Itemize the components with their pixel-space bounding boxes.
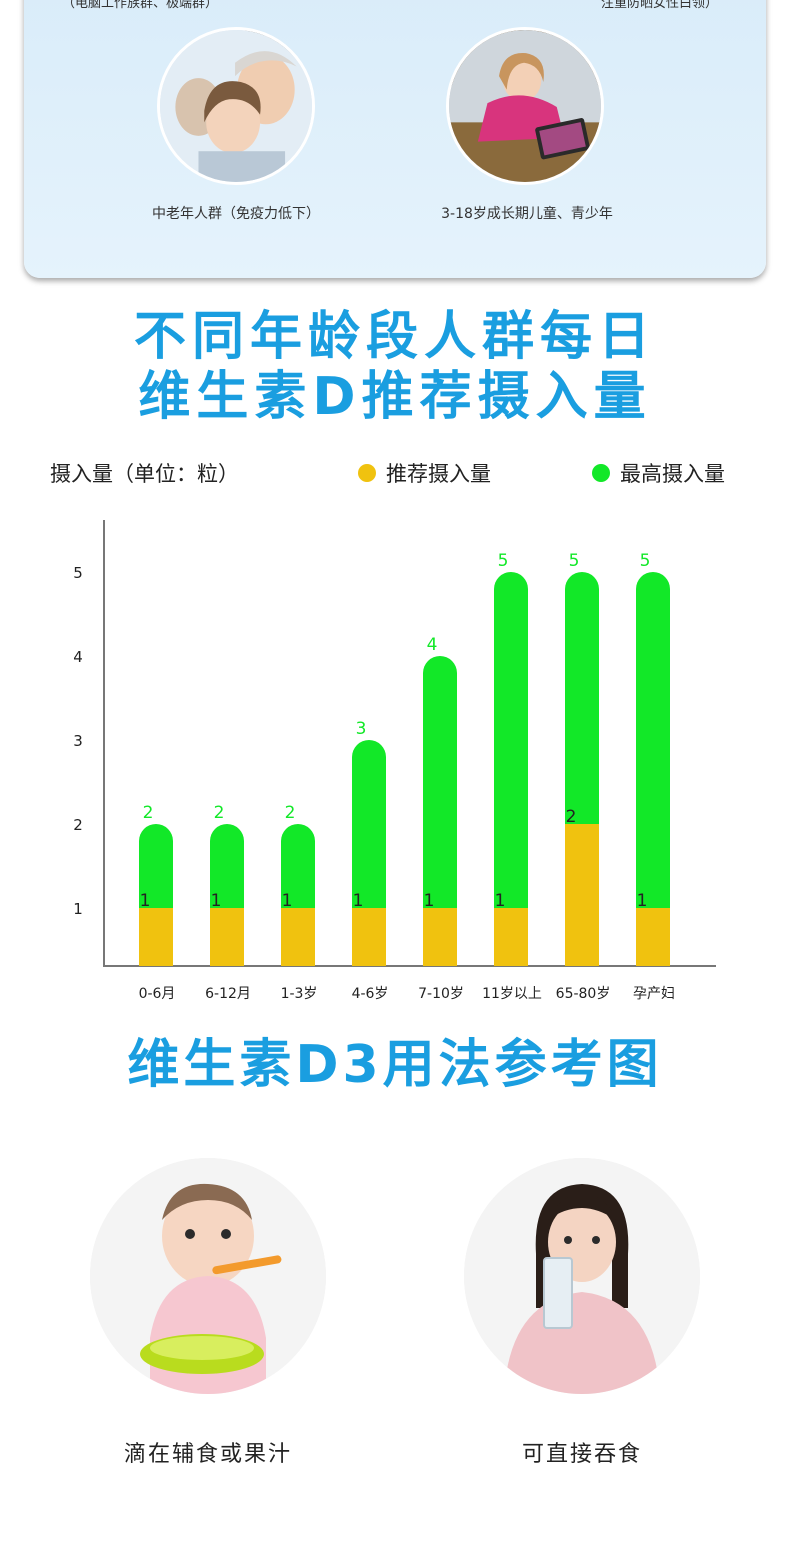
legend-maximum-swatch <box>592 464 610 482</box>
x-category-label: 1-3岁 <box>281 986 318 1002</box>
chart-title-line1: 不同年龄段人群每日 <box>133 307 656 367</box>
cropped-caption-left: （电脑工作族群、极端群） <box>62 0 219 11</box>
data-label-recommended: 2 <box>566 807 577 827</box>
bar-recommended <box>494 908 528 966</box>
data-label-recommended: 1 <box>211 891 222 911</box>
data-label-recommended: 1 <box>637 891 648 911</box>
baby-eating-photo <box>90 1158 326 1394</box>
usage-title: 维生素D3用法参考图 <box>127 1035 663 1095</box>
x-category-label: 4-6岁 <box>352 986 389 1002</box>
x-category-label: 11岁以上 <box>482 986 542 1002</box>
bar-maximum <box>494 572 528 966</box>
usage-swallow-label: 可直接吞食 <box>521 1442 642 1467</box>
y-tick-label: 4 <box>73 648 83 666</box>
bar-recommended <box>636 908 670 966</box>
data-label-maximum: 5 <box>640 551 651 571</box>
elderly-couple-photo <box>157 27 315 185</box>
data-label-recommended: 1 <box>140 891 151 911</box>
bar-recommended <box>210 908 244 966</box>
bar-maximum <box>636 572 670 966</box>
vitamin-d-intake-bar-chart: 12345210-6月216-12月211-3岁314-6岁417-10岁511… <box>73 520 716 1002</box>
data-label-recommended: 1 <box>282 891 293 911</box>
legend-maximum-label: 最高摄入量 <box>620 462 725 486</box>
data-label-maximum: 2 <box>143 803 154 823</box>
data-label-maximum: 2 <box>285 803 296 823</box>
data-label-recommended: 1 <box>353 891 364 911</box>
y-tick-label: 3 <box>73 732 83 750</box>
legend-recommended-label: 推荐摄入量 <box>386 462 491 486</box>
x-category-label: 0-6月 <box>139 986 176 1002</box>
legend-recommended: 推荐摄入量 <box>358 458 491 488</box>
bar-maximum <box>423 656 457 966</box>
bar-recommended <box>139 908 173 966</box>
data-label-maximum: 4 <box>427 635 438 655</box>
cropped-caption-right: 注重防晒女性白领） <box>600 0 718 11</box>
legend-maximum: 最高摄入量 <box>592 458 725 488</box>
data-label-maximum: 5 <box>498 551 509 571</box>
children-caption: 3-18岁成长期儿童、青少年 <box>441 206 613 222</box>
x-category-label: 65-80岁 <box>556 986 611 1002</box>
data-label-maximum: 3 <box>356 719 367 739</box>
data-label-recommended: 1 <box>424 891 435 911</box>
child-with-tablet-photo <box>446 27 604 185</box>
bar-recommended <box>352 908 386 966</box>
elderly-caption: 中老年人群（免疫力低下） <box>152 206 320 222</box>
chart-title-line2: 维生素D推荐摄入量 <box>138 367 652 427</box>
x-category-label: 6-12月 <box>205 986 251 1002</box>
y-tick-label: 1 <box>73 900 83 918</box>
legend-recommended-swatch <box>358 464 376 482</box>
x-category-label: 7-10岁 <box>418 986 464 1002</box>
data-label-recommended: 1 <box>495 891 506 911</box>
bar-recommended <box>423 908 457 966</box>
x-category-label: 孕产妇 <box>633 985 675 1002</box>
y-tick-label: 5 <box>73 564 83 582</box>
y-tick-label: 2 <box>73 816 83 834</box>
data-label-maximum: 2 <box>214 803 225 823</box>
bar-recommended <box>281 908 315 966</box>
bar-recommended <box>565 824 599 966</box>
y-axis-unit-label: 摄入量（单位：粒） <box>50 462 239 486</box>
usage-drop-in-food-label: 滴在辅食或果汁 <box>123 1442 292 1467</box>
girl-drinking-photo <box>464 1158 700 1394</box>
target-group-card: （电脑工作族群、极端群） 注重防晒女性白领） 中老年人群（免疫力低下） 3-18… <box>24 0 766 278</box>
data-label-maximum: 5 <box>569 551 580 571</box>
